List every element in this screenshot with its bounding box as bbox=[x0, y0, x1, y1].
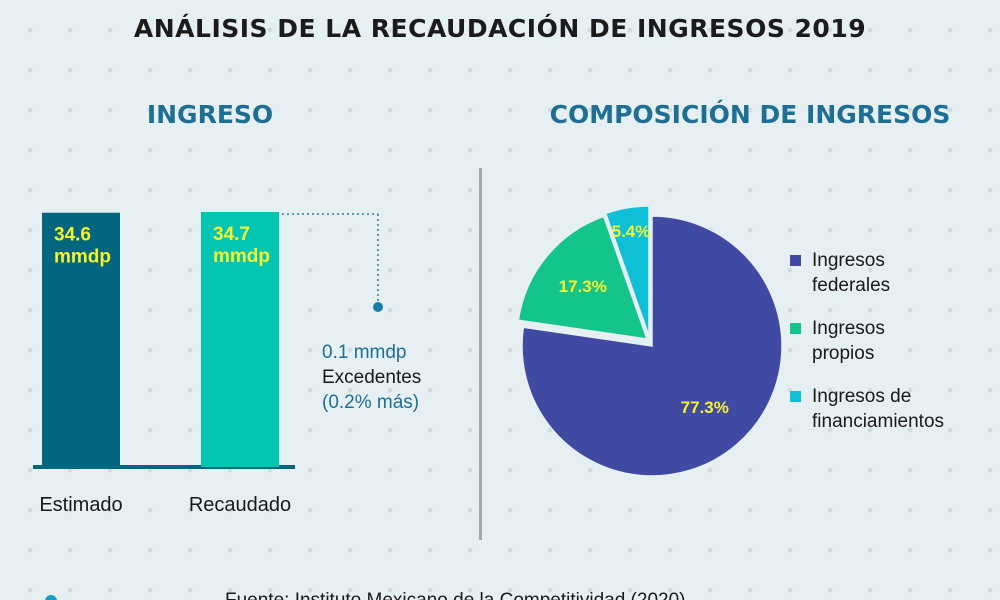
legend-label-propios: Ingresos propios bbox=[812, 318, 885, 364]
legend-item-propios: Ingresos propios bbox=[790, 316, 1000, 366]
legend-swatch-financiamientos bbox=[790, 391, 801, 402]
page-title: ANÁLISIS DE LA RECAUDACIÓN DE INGRESOS 2… bbox=[133, 14, 867, 43]
bar-chart-title: INGRESO bbox=[146, 100, 274, 129]
pie-chart-title: COMPOSICIÓN DE INGRESOS bbox=[549, 100, 951, 129]
pie-legend: Ingresos federales Ingresos propios Ingr… bbox=[790, 248, 1000, 452]
annotation-dot bbox=[373, 302, 383, 312]
bar-axis-baseline bbox=[33, 465, 295, 469]
bar-category-label-recaudado: Recaudado bbox=[189, 494, 291, 516]
pie-value-label-federales: 77.3% bbox=[681, 398, 729, 417]
pie-slice-federales bbox=[521, 215, 783, 477]
bar-category-label-estimado: Estimado bbox=[39, 494, 122, 516]
bar-value-label-estimado: 34.6 mmdp bbox=[54, 225, 111, 268]
pie-slice-financiamientos bbox=[604, 205, 650, 337]
legend-label-federales: Ingresos federales bbox=[812, 250, 891, 296]
footer-source: Fuente: Instituto Mexicano de la Competi… bbox=[225, 590, 685, 600]
legend-swatch-federales bbox=[790, 255, 801, 266]
bar-chart: 34.6 mmdp Estimado 34.7 mmdp Recaudado bbox=[33, 212, 383, 516]
legend-item-financiamientos: Ingresos de financiamientos bbox=[790, 384, 1000, 434]
pie-slice-propios bbox=[517, 215, 649, 340]
footer: Fuente: Instituto Mexicano de la Competi… bbox=[0, 588, 1000, 600]
section-divider bbox=[479, 168, 482, 540]
footer-bullet-icon bbox=[45, 595, 57, 600]
legend-swatch-propios bbox=[790, 323, 801, 334]
excess-percent: (0.2% más) bbox=[322, 392, 420, 413]
legend-item-federales: Ingresos federales bbox=[790, 248, 1000, 298]
legend-label-financiamientos: Ingresos de financiamientos bbox=[812, 386, 945, 432]
bar-value-label-recaudado: 34.7 mmdp bbox=[213, 224, 270, 267]
excess-annotation: 0.1 mmdp Excedentes (0.2% más) bbox=[322, 340, 421, 415]
excess-label: Excedentes bbox=[322, 367, 422, 388]
pie-value-label-propios: 17.3% bbox=[559, 277, 607, 296]
pie-value-label-financiamientos: 5.4% bbox=[612, 222, 651, 241]
bar-estimado bbox=[42, 212, 120, 467]
excess-amount: 0.1 mmdp bbox=[322, 342, 407, 363]
bar-recaudado bbox=[201, 212, 279, 467]
